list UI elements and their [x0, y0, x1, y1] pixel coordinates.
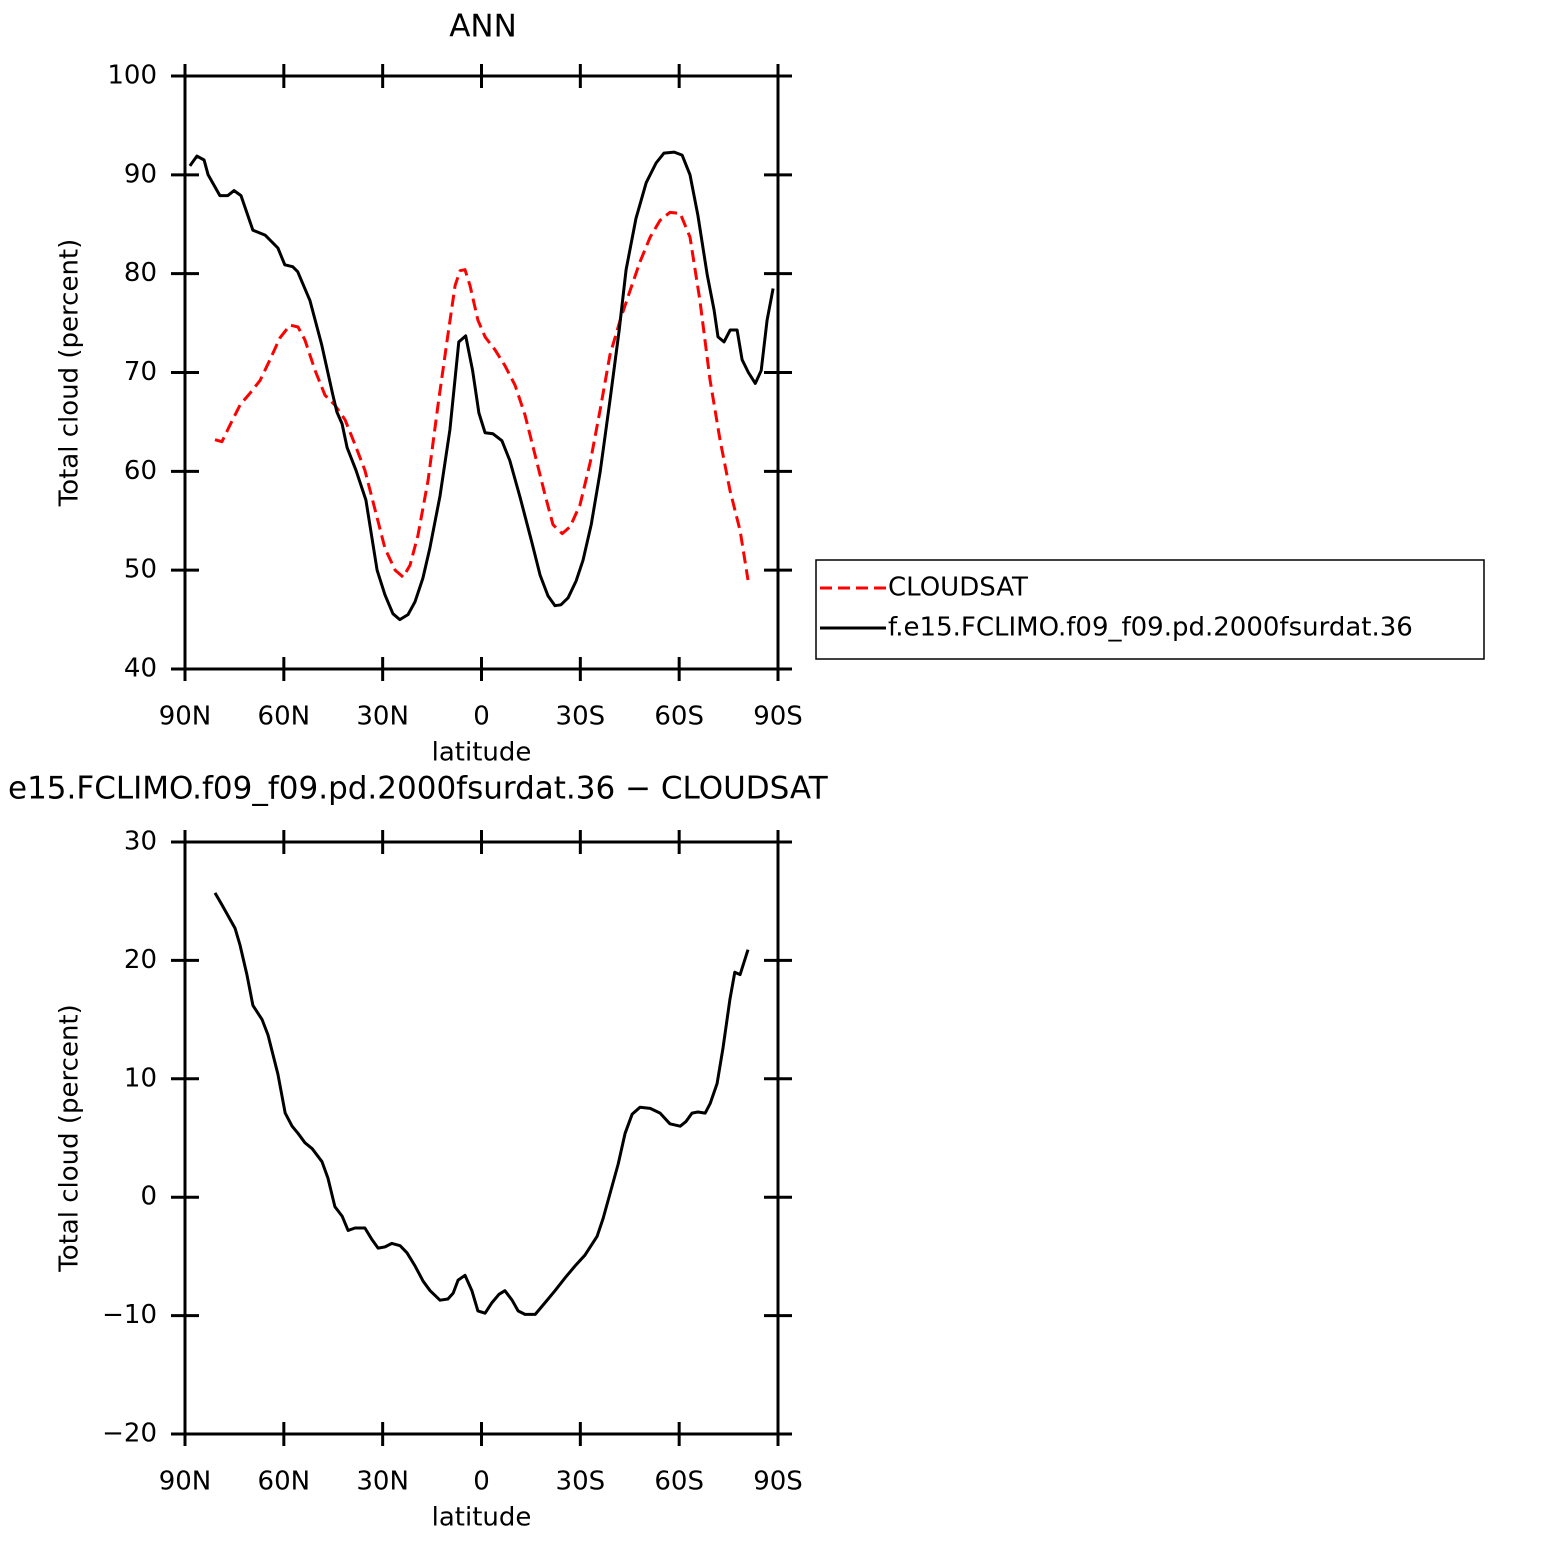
- y-axis-label: Total cloud (percent): [55, 239, 85, 508]
- legend-label: CLOUDSAT: [888, 573, 1028, 603]
- y-axis-label: Total cloud (percent): [55, 1004, 85, 1273]
- y-tick-label: 0: [140, 1182, 157, 1212]
- x-tick-label: 90N: [159, 1467, 212, 1497]
- y-tick-label: −20: [102, 1419, 157, 1449]
- x-tick-label: 0: [473, 702, 490, 732]
- legend-label: f.e15.FCLIMO.f09_f09.pd.2000fsurdat.36: [888, 613, 1413, 643]
- y-tick-label: 60: [124, 456, 157, 486]
- x-tick-label: 60N: [258, 702, 311, 732]
- legend-box: [815, 559, 1485, 660]
- data-line: [214, 210, 750, 581]
- chart-title: ANN: [449, 9, 517, 45]
- y-tick-label: 50: [124, 555, 157, 585]
- x-axis-label: latitude: [432, 1503, 532, 1533]
- plot-frame: [183, 840, 780, 1436]
- y-tick-label: −10: [102, 1300, 157, 1330]
- data-line: [213, 892, 750, 1316]
- y-tick-label: 100: [107, 61, 157, 91]
- x-tick-label: 60S: [654, 702, 704, 732]
- x-axis-label: latitude: [432, 738, 532, 768]
- y-tick-label: 80: [124, 258, 157, 288]
- x-tick-label: 0: [473, 1467, 490, 1497]
- y-tick-label: 10: [124, 1063, 157, 1093]
- y-tick-label: 70: [124, 357, 157, 387]
- x-tick-label: 30S: [556, 702, 606, 732]
- x-tick-label: 30N: [356, 702, 409, 732]
- x-tick-label: 90S: [753, 1467, 803, 1497]
- x-tick-label: 30S: [556, 1467, 606, 1497]
- x-tick-label: 60N: [258, 1467, 311, 1497]
- chart-title: e15.FCLIMO.f09_f09.pd.2000fsurdat.36 − C…: [8, 771, 829, 807]
- x-tick-label: 30N: [356, 1467, 409, 1497]
- y-tick-label: 30: [124, 827, 157, 857]
- plot-frame: [183, 74, 780, 671]
- x-tick-label: 90N: [159, 702, 212, 732]
- x-tick-label: 60S: [654, 1467, 704, 1497]
- y-tick-label: 20: [124, 945, 157, 975]
- x-tick-label: 90S: [753, 702, 803, 732]
- data-line: [188, 150, 775, 622]
- y-tick-label: 40: [124, 654, 157, 684]
- y-tick-label: 90: [124, 159, 157, 189]
